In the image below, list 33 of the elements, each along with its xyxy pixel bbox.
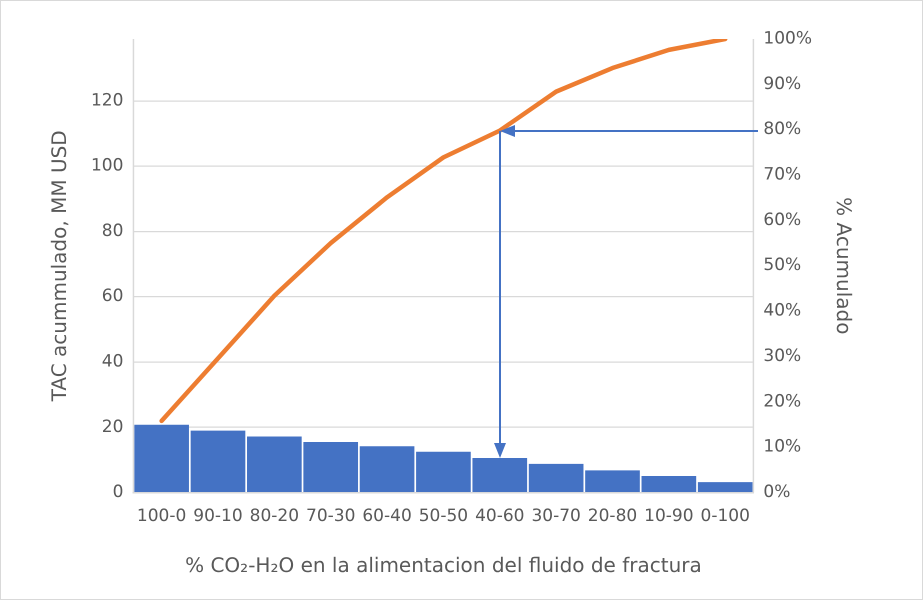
y-tick-label: 80 bbox=[102, 220, 124, 241]
y-tick-label: 40 bbox=[102, 351, 124, 372]
y2-tick-label: 90% bbox=[763, 74, 802, 94]
bar bbox=[698, 482, 753, 492]
x-tick-label: 10-90 bbox=[644, 506, 694, 526]
x-tick-label: 60-40 bbox=[362, 506, 412, 526]
y2-tick-label: 30% bbox=[763, 346, 802, 366]
y-tick-label: 20 bbox=[102, 416, 124, 437]
y2-tick-label: 60% bbox=[763, 210, 802, 230]
y2-axis-title: % Acumulado bbox=[832, 197, 856, 334]
y-tick-label: 120 bbox=[90, 90, 124, 110]
x-tick-label: 90-10 bbox=[193, 506, 243, 526]
y2-tick-label: 80% bbox=[763, 119, 802, 140]
x-tick-label: 30-70 bbox=[531, 506, 581, 526]
y-axis-title: TAC acummulado, MM USD bbox=[47, 130, 72, 402]
y-tick-label: 100 bbox=[90, 156, 124, 176]
x-tick-label: 100-0 bbox=[136, 506, 186, 526]
y2-tick-label: 10% bbox=[763, 436, 802, 457]
x-tick-label: 20-80 bbox=[588, 506, 638, 526]
x-axis-title: % CO₂-H₂O en la alimentacion del fluido de fractura bbox=[185, 553, 702, 578]
x-tick-label: 40-60 bbox=[475, 506, 524, 526]
y-tick-label: 0 bbox=[112, 482, 124, 502]
y-tick-label: 60 bbox=[102, 286, 124, 306]
x-tick-label: 50-50 bbox=[418, 506, 468, 526]
y2-tick-label: 0% bbox=[763, 482, 790, 502]
y2-tick-label: 70% bbox=[763, 164, 802, 184]
y2-tick-label: 100% bbox=[763, 28, 812, 48]
x-tick-label: 80-20 bbox=[250, 506, 300, 526]
y2-tick-label: 50% bbox=[763, 255, 802, 276]
y2-tick-label: 20% bbox=[763, 391, 802, 412]
x-tick-label: 0-100 bbox=[700, 506, 750, 526]
x-tick-label: 70-30 bbox=[306, 506, 356, 526]
y2-tick-label: 40% bbox=[763, 300, 802, 321]
